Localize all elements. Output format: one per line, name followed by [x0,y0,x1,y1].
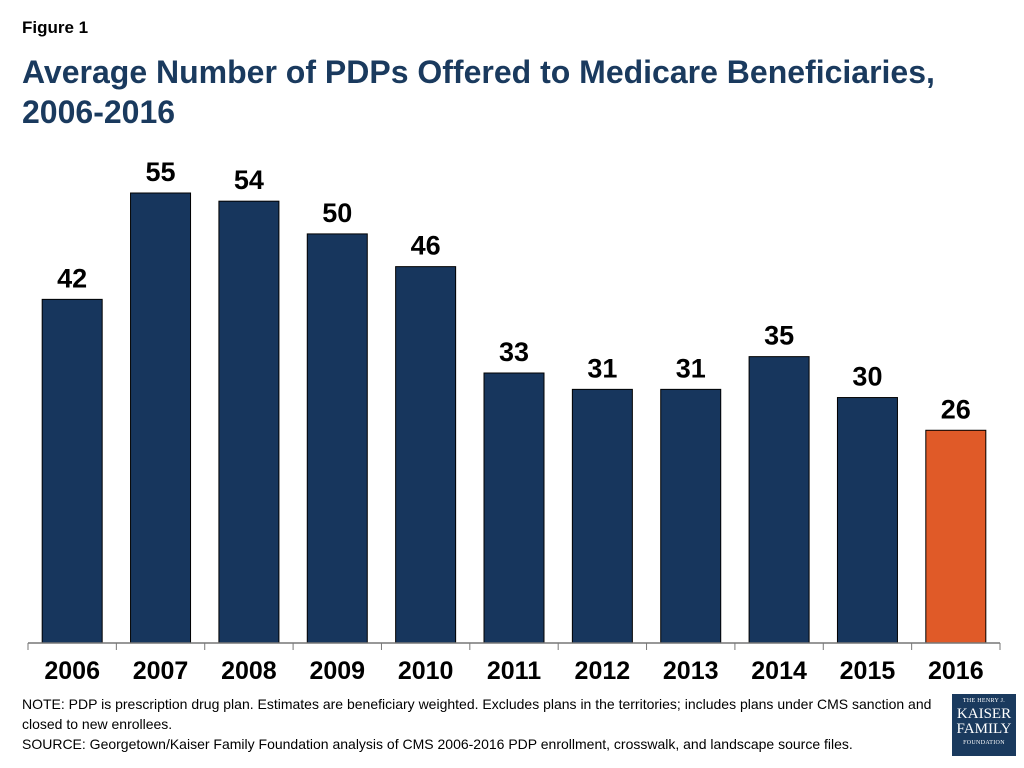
logo-line-2: KAISER [956,706,1012,722]
bar-2012 [571,388,633,644]
figure-label: Figure 1 [22,18,89,37]
bar-2015 [836,397,898,644]
data-label-2006: 42 [57,263,87,293]
data-label-2016: 26 [941,394,971,424]
note-text: NOTE: PDP is prescription drug plan. Est… [22,696,932,732]
bar-2016 [925,429,987,644]
bar-2008 [218,200,280,644]
x-tick-label-2010: 2010 [398,657,454,685]
bar-2013 [660,388,722,644]
data-label-2007: 55 [146,157,176,187]
data-label-2011: 33 [499,337,529,367]
logo-line-4: FOUNDATION [963,740,1005,746]
bar-2009 [306,233,368,644]
x-tick-label-2011: 2011 [487,657,541,685]
x-tick-label-2008: 2008 [221,657,277,685]
data-label-2013: 31 [676,353,706,383]
data-label-2008: 54 [234,165,264,195]
data-label-2010: 46 [411,231,441,261]
logo-line-3: FAMILY [956,721,1012,737]
chart-title: Average Number of PDPs Offered to Medica… [22,54,935,130]
x-tick-label-2015: 2015 [840,657,896,685]
bar-chart: 42 2006 55 2007 54 2008 50 2009 46 2010 33 2011 31 20… [27,157,1001,685]
data-label-2015: 30 [852,362,882,392]
data-label-2014: 35 [764,321,794,351]
chart-notes: NOTE: PDP is prescription drug plan. Est… [22,694,932,754]
kff-logo: THE HENRY J. KAISER FAMILY FOUNDATION [952,694,1016,756]
x-tick-label-2012: 2012 [575,657,631,685]
bar-2014 [748,356,810,644]
bar-2010 [395,266,457,644]
data-label-2012: 31 [587,353,617,383]
bar-2011 [483,372,545,644]
bar-2007 [130,192,192,644]
logo-line-1: THE HENRY J. [962,698,1006,704]
source-text: SOURCE: Georgetown/Kaiser Family Foundat… [22,736,853,752]
x-tick-label-2016: 2016 [928,657,984,685]
x-tick-label-2013: 2013 [663,657,719,685]
x-tick-label-2007: 2007 [133,657,189,685]
x-tick-label-2009: 2009 [309,657,365,685]
data-label-2009: 50 [322,198,352,228]
x-tick-label-2014: 2014 [751,657,807,685]
x-tick-label-2006: 2006 [44,657,100,685]
bar-2006 [41,298,103,644]
